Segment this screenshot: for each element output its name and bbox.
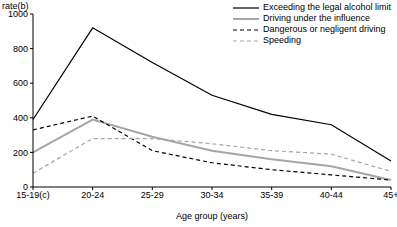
html-text:Dangerous or negligent driving: Dangerous or negligent driving	[262, 24, 386, 34]
svg-text:30-34: 30-34	[200, 190, 223, 200]
html-text:Exceeding the legal alcohol li: Exceeding the legal alcohol limit	[262, 2, 391, 12]
svg-text:35-39: 35-39	[260, 190, 283, 200]
svg-text:0: 0	[23, 182, 28, 192]
svg-text:45+: 45+	[383, 190, 389, 200]
html-text:Driving under the influence: Driving under the influence	[262, 13, 370, 23]
svg-text:800: 800	[13, 44, 28, 54]
html-text:rate(b): rate(b)	[2, 1, 29, 11]
svg-text:25-29: 25-29	[141, 190, 164, 200]
svg-text:Age group (years): Age group (years)	[176, 211, 248, 221]
html-text:Speeding: Speeding	[262, 35, 301, 45]
svg-text:15-19(c): 15-19(c)	[16, 190, 50, 200]
svg-text:400: 400	[13, 113, 28, 123]
svg-text:20-24: 20-24	[81, 190, 104, 200]
svg-text:40-44: 40-44	[320, 190, 343, 200]
svg-text:200: 200	[13, 148, 28, 158]
svg-text:600: 600	[13, 78, 28, 88]
